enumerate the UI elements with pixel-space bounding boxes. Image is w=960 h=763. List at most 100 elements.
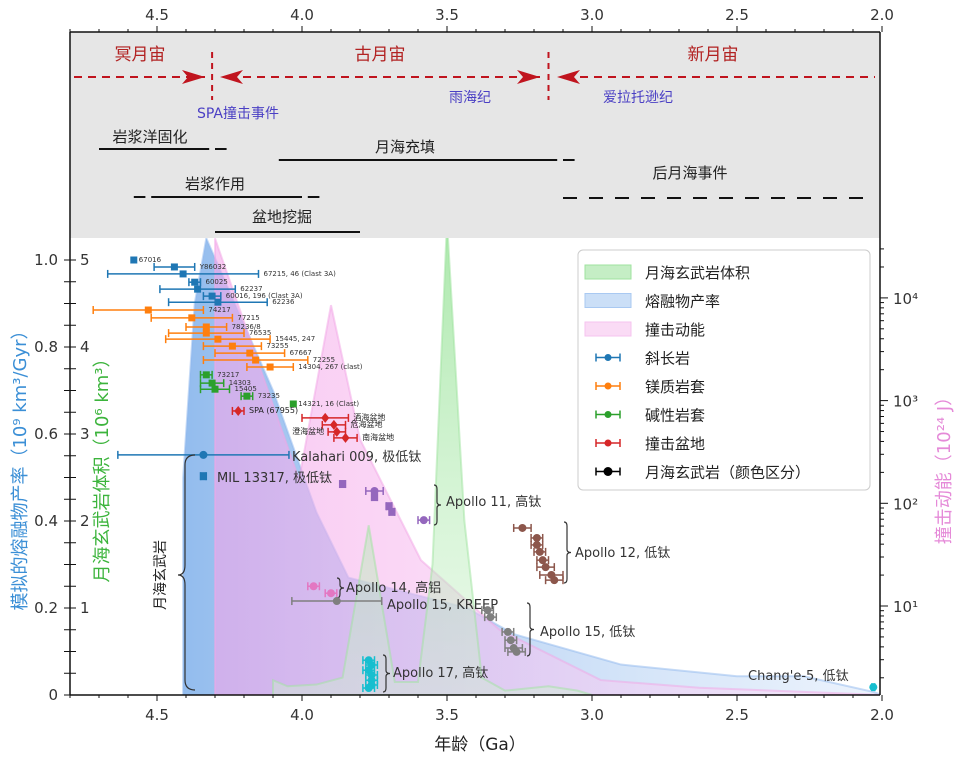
basalt-marker — [535, 547, 544, 556]
basalt-marker — [483, 606, 492, 615]
timeline-panel — [70, 32, 880, 238]
sample-marker — [228, 342, 236, 350]
sample-marker — [329, 419, 338, 430]
sample-marker — [211, 385, 219, 393]
x-tick-label: 4.5 — [145, 706, 169, 724]
sample-label: 73235 — [258, 392, 280, 400]
legend-label: 熔融物产率 — [645, 293, 720, 311]
basalt-marker — [541, 563, 550, 572]
bracket — [526, 602, 535, 657]
legend-marker — [603, 467, 613, 476]
y-tick-label-melt-rate: 1.0 — [34, 251, 58, 269]
basalt-marker — [419, 516, 428, 525]
arrow-right-icon — [182, 70, 205, 84]
sample-label: 15405 — [235, 385, 257, 393]
basalt-marker — [332, 597, 341, 606]
legend-marker — [604, 439, 612, 447]
sample-label: 南海盆地 — [362, 432, 394, 442]
event-label: 盆地挖掘 — [252, 208, 312, 226]
eon-label: 冥月宙 — [115, 45, 166, 65]
y-tick-label-impact-energy: 10³ — [893, 393, 918, 411]
basalt-marker — [370, 486, 379, 495]
basalt-marker — [309, 582, 318, 591]
sample-label: 15445, 247 — [275, 335, 315, 343]
basalt-group-label: Apollo 11, 高钛 — [446, 494, 541, 510]
y-tick-label-impact-energy: 10² — [893, 495, 918, 513]
x-tick-label-top: 2.0 — [870, 6, 894, 24]
event-label: 后月海事件 — [652, 164, 727, 182]
sample-label: 酒海盆地 — [353, 412, 385, 422]
sample-marker — [202, 329, 210, 337]
legend-marker — [604, 382, 612, 390]
legend-swatch — [584, 293, 632, 308]
sample-marker — [266, 363, 274, 371]
eon-label: 新月宙 — [688, 45, 739, 65]
sample-marker — [208, 379, 216, 387]
sample-label: 67667 — [290, 349, 312, 357]
x-tick-label-top: 2.5 — [725, 6, 749, 24]
sample-label: 78236/8 — [232, 323, 261, 331]
sample-marker — [194, 285, 202, 293]
sample-marker — [321, 412, 330, 423]
sample-marker — [214, 335, 222, 343]
basalt-volume-area — [272, 238, 593, 695]
sample-marker — [252, 356, 260, 364]
x-tick-label-top: 4.5 — [145, 6, 169, 24]
sample-label: 76535 — [249, 329, 271, 337]
y-tick-label-melt-rate: 0.4 — [34, 512, 58, 530]
period-label: 爱拉托逊纪 — [603, 90, 673, 106]
basalt-group-label: Apollo 17, 高钛 — [393, 665, 488, 681]
eon-label: 古月宙 — [355, 45, 406, 65]
basalt-marker — [388, 507, 395, 516]
x-axis-label: 年龄（Ga） — [434, 735, 526, 755]
sample-label: 62237 — [240, 285, 262, 293]
sample-label: Y86032 — [199, 263, 227, 271]
sample-marker — [208, 292, 216, 300]
basalt-group-label: Chang'e-5, 低钛 — [748, 669, 849, 684]
sample-marker — [332, 426, 341, 437]
basalt-marker — [538, 556, 547, 565]
sample-marker — [179, 270, 187, 278]
y-tick-label-basalt-volume: 3 — [80, 425, 90, 443]
basalt-marker — [386, 502, 392, 511]
legend-label: 镁质岩套 — [645, 378, 705, 396]
sample-marker — [243, 392, 251, 400]
basalt-marker — [532, 540, 541, 549]
arrow-right-icon — [517, 70, 540, 84]
y-tick-label-impact-energy: 10¹ — [893, 598, 918, 616]
basalt-marker — [512, 647, 521, 656]
legend-box — [577, 249, 871, 491]
basalt-group-label: Apollo 15, KREEP — [387, 598, 498, 613]
sample-label: 危海盆地 — [351, 419, 383, 429]
sample-marker — [202, 323, 210, 331]
y-tick-label-basalt-volume: 5 — [80, 251, 90, 269]
y-axis-label-melt-rate: 模拟的熔融物产率（10⁹ km³/Gyr） — [10, 321, 31, 610]
x-tick-label: 2.0 — [870, 706, 894, 724]
legend-label: 月海玄武岩（颜色区分） — [645, 464, 810, 482]
event-label: 月海充填 — [375, 138, 435, 156]
basalt-marker — [869, 683, 878, 692]
basalt-group-label: Kalahari 009, 极低钛 — [292, 450, 421, 465]
sample-label: 77215 — [237, 314, 259, 322]
sample-marker — [289, 400, 297, 408]
period-label: SPA撞击事件 — [197, 106, 279, 122]
basalt-marker — [200, 472, 207, 481]
sample-marker — [144, 306, 152, 314]
legend-swatch — [584, 321, 632, 337]
sample-marker — [191, 278, 199, 286]
x-tick-label-top: 3.0 — [580, 6, 604, 24]
legend-label: 撞击盆地 — [645, 435, 705, 453]
x-tick-label-top: 4.0 — [290, 6, 314, 24]
sample-marker — [170, 263, 178, 271]
sample-label: 14303 — [229, 379, 251, 387]
basalt-marker — [503, 627, 512, 636]
bracket — [563, 521, 572, 584]
sample-marker — [202, 371, 210, 379]
sample-label: 60025 — [206, 278, 228, 286]
x-tick-label-top: 3.5 — [435, 6, 459, 24]
sample-label: 72255 — [313, 356, 335, 364]
legend-label: 斜长岩 — [645, 350, 690, 368]
legend-label: 撞击动能 — [645, 321, 705, 339]
basalt-marker — [532, 533, 541, 542]
